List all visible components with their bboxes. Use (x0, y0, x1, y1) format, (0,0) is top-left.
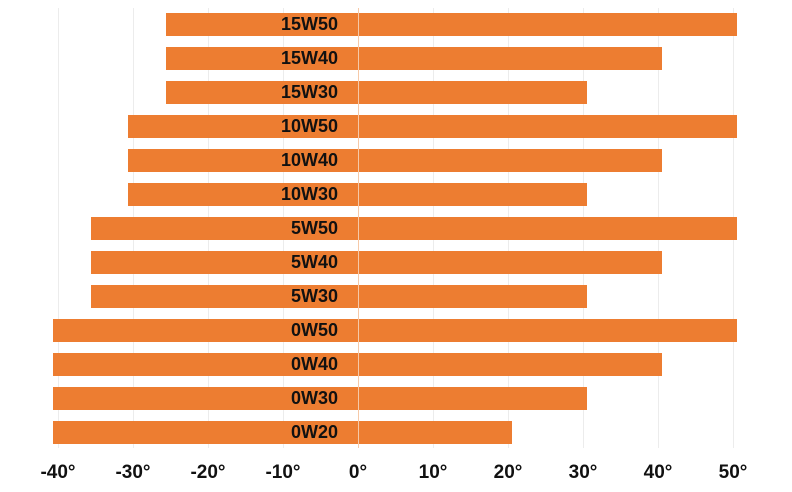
x-tick-label: 50° (718, 462, 748, 483)
bar-15w50 (165, 13, 737, 36)
bar-label: 15W50 (280, 14, 338, 34)
x-tick-label: 30° (568, 462, 598, 483)
bar-0w30 (53, 387, 587, 410)
bar-label: 10W30 (280, 184, 338, 204)
bar-label: 10W50 (280, 116, 338, 136)
x-tick-label: -30° (115, 462, 151, 483)
bar-15w40 (165, 47, 662, 70)
x-tick-label: 20° (493, 462, 523, 483)
bar-5w50 (90, 217, 737, 240)
x-tick-label: -40° (40, 462, 76, 483)
x-tick-label: 0° (348, 462, 368, 483)
bar-5w40 (90, 251, 662, 274)
bar-10w40 (128, 149, 662, 172)
bar-15w30 (165, 81, 587, 104)
bar-label: 15W40 (280, 48, 338, 68)
bar-label: 0W20 (290, 422, 338, 442)
bar-label: 5W30 (290, 286, 338, 306)
bar-label: 0W30 (290, 388, 338, 408)
bar-0w40 (53, 353, 662, 376)
bar-10w30 (128, 183, 587, 206)
x-tick-label: -10° (265, 462, 301, 483)
bar-label: 10W40 (280, 150, 338, 170)
x-tick-label: 40° (643, 462, 673, 483)
bar-label: 0W40 (290, 354, 338, 374)
bar-10w50 (128, 115, 737, 138)
zero-axis-line (358, 8, 359, 448)
x-tick-label: 10° (418, 462, 448, 483)
x-tick-label: -20° (190, 462, 226, 483)
bar-0w50 (53, 319, 737, 342)
bar-5w30 (90, 285, 587, 308)
bar-0w20 (53, 421, 512, 444)
bar-label: 15W30 (280, 82, 338, 102)
bar-label: 5W40 (290, 252, 338, 272)
gridline (58, 8, 59, 448)
bar-label: 0W50 (290, 320, 338, 340)
bar-label: 5W50 (290, 218, 338, 238)
